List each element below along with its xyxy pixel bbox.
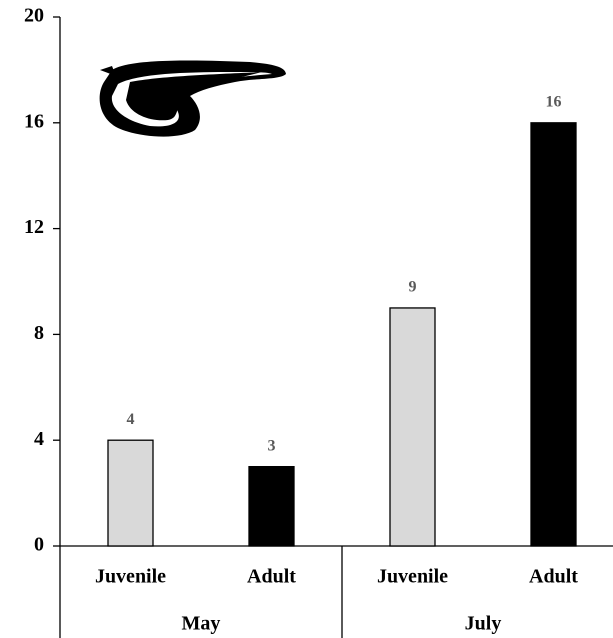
y-tick-label: 20 [24,5,44,27]
value-label: 9 [409,279,417,296]
group-label: July [465,613,502,635]
y-tick-label: 16 [24,110,44,132]
value-label: 3 [268,437,276,454]
value-label: 16 [546,93,562,110]
y-tick-label: 12 [24,216,44,238]
salamander-icon [99,60,286,137]
bar [530,122,577,547]
y-tick-label: 8 [34,322,44,344]
value-label: 4 [127,411,135,428]
bar [389,307,436,547]
x-tick-label: Juvenile [95,566,166,588]
y-tick-label: 4 [34,428,44,450]
x-tick-label: Juvenile [377,566,448,588]
bar [248,465,295,547]
x-tick-label: Adult [247,566,296,588]
y-tick-label: 0 [34,534,44,556]
group-label: May [182,613,221,635]
x-tick-label: Adult [529,566,578,588]
bar [107,439,154,547]
